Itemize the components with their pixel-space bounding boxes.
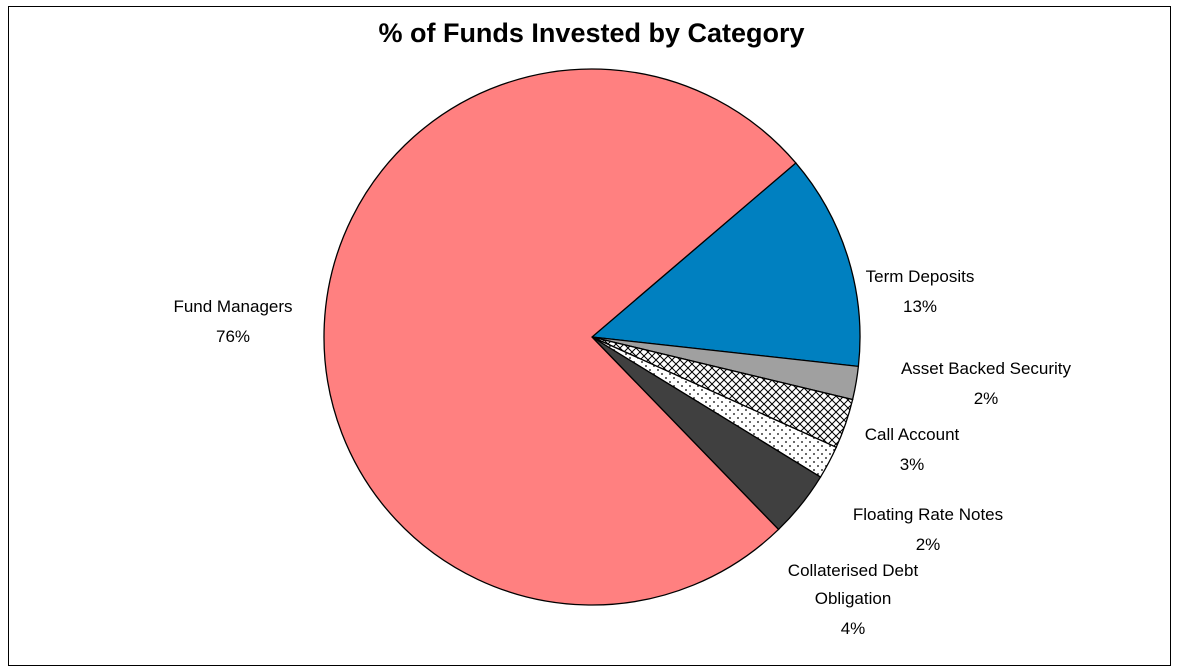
chart-title: % of Funds Invested by Category [378, 18, 805, 48]
slice-label-collaterised-debt-obligation-1: Collaterised Debt [788, 561, 919, 580]
slice-label-fund-managers: Fund Managers [173, 297, 292, 316]
pie-slice-fund-managers [323, 68, 797, 606]
slice-value-floating-rate-notes: 2% [916, 535, 941, 554]
slice-label-floating-rate-notes: Floating Rate Notes [853, 505, 1003, 524]
slice-value-asset-backed-security: 2% [974, 389, 999, 408]
slice-value-fund-managers: 76% [216, 327, 250, 346]
slice-label-call-account: Call Account [865, 425, 960, 444]
slice-label-collaterised-debt-obligation-2: Obligation [815, 589, 892, 608]
slice-label-asset-backed-security: Asset Backed Security [901, 359, 1072, 378]
slice-value-call-account: 3% [900, 455, 925, 474]
slice-value-collaterised-debt-obligation: 4% [841, 619, 866, 638]
slice-value-term-deposits: 13% [903, 297, 937, 316]
pie-slice-term-deposits [590, 162, 861, 368]
slice-label-term-deposits: Term Deposits [866, 267, 975, 286]
